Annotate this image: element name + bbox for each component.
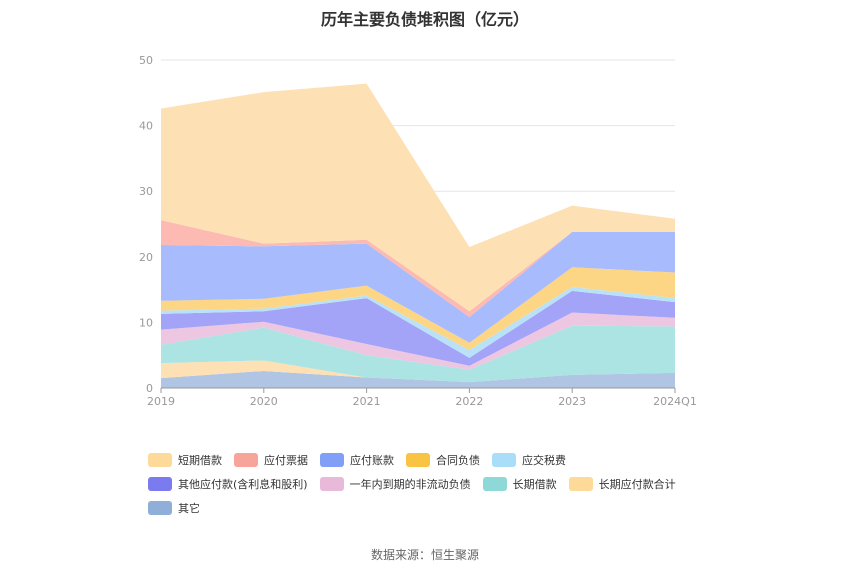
legend-label: 应付票据 [264,454,308,467]
y-tick-label: 20 [139,251,153,264]
legend-item[interactable]: 长期应付款合计 [568,476,676,492]
area-series-9 [161,220,675,318]
legend-item[interactable]: 一年内到期的非流动负债 [319,476,471,492]
legend-label: 其它 [178,502,200,515]
area-series-10 [161,83,675,312]
area-series-7 [161,267,675,350]
legend-item[interactable]: 应交税费 [492,452,566,468]
y-tick-label: 50 [139,54,153,67]
legend-swatch [319,477,344,491]
legend-swatch [568,477,593,491]
legend-label: 短期借款 [178,454,222,467]
legend-item[interactable]: 合同负债 [406,452,480,468]
legend-item[interactable]: 其他应付款(含利息和股利) [148,476,308,492]
legend-label: 其他应付款(含利息和股利) [178,478,308,491]
area-series-8 [161,231,675,343]
legend-label: 一年内到期的非流动负债 [349,478,471,491]
legend-swatch [492,453,516,467]
y-tick-label: 30 [139,185,153,198]
legend-item[interactable]: 应付账款 [320,452,394,468]
legend-item[interactable]: 其它 [148,500,200,516]
legend-item[interactable]: 长期借款 [482,476,557,492]
y-tick-label: 10 [139,316,153,329]
x-tick-label: 2021 [353,395,381,408]
legend-swatch [148,453,172,467]
legend-swatch [234,453,258,467]
plot-area: 0 10 20 30 40 50 2019 2020 2021 2022 2023 2024Q1 [139,54,697,408]
legend: 短期借款 应付票据 应付账款 合同负债 应交税费其他应付款(含利息和股利) 一年内到期的非… [148,448,748,520]
legend-label: 应交税费 [522,454,566,467]
area-series-6 [161,286,675,358]
legend-label: 应付账款 [350,454,394,467]
area-series-4 [161,312,675,370]
legend-item[interactable]: 短期借款 [148,452,222,468]
x-tick-label: 2024Q1 [653,395,697,408]
x-tick-label: 2020 [250,395,278,408]
legend-row: 其他应付款(含利息和股利) 一年内到期的非流动负债 长期借款 长期应付款合计 [148,472,748,496]
area-series-2 [161,360,675,383]
x-tick-label: 2019 [147,395,175,408]
legend-swatch [320,453,344,467]
legend-swatch [482,477,507,491]
area-series-1 [161,370,675,388]
x-tick-label: 2023 [558,395,586,408]
legend-swatch [406,453,430,467]
legend-row: 其它 [148,496,748,520]
area-series-5 [161,290,675,366]
source-note: 数据来源：恒生聚源 [370,548,479,562]
legend-row: 短期借款 应付票据 应付账款 合同负债 应交税费 [148,448,748,472]
legend-item[interactable]: 应付票据 [234,452,308,468]
legend-label: 长期借款 [512,478,557,491]
legend-swatch [148,501,172,515]
legend-label: 长期应付款合计 [598,478,676,491]
x-tick-label: 2022 [455,395,483,408]
chart-title: 历年主要负债堆积图（亿元） [320,10,529,29]
area-series-3 [161,325,675,383]
legend-swatch [148,477,172,491]
legend-label: 合同负债 [436,454,480,467]
y-tick-label: 40 [139,120,153,133]
y-tick-label: 0 [146,382,153,395]
